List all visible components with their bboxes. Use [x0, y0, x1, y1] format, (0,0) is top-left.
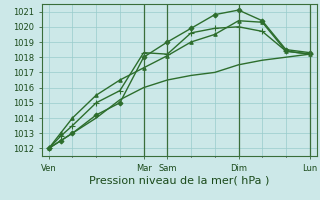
X-axis label: Pression niveau de la mer( hPa ): Pression niveau de la mer( hPa ): [89, 175, 269, 185]
